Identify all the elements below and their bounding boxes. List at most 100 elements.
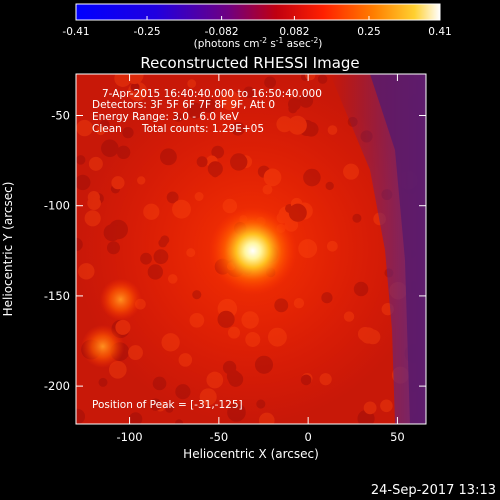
detectors-annotation: Detectors: 3F 5F 6F 7F 8F 9F, Att 0 [92,99,275,111]
texture-speckle [245,331,261,347]
texture-speckle [327,125,338,135]
footer-timestamp: 24-Sep-2017 13:13 [371,483,496,498]
texture-speckle [128,345,143,361]
texture-speckle [256,399,266,409]
texture-speckle [147,264,164,280]
texture-speckle [87,191,100,204]
texture-speckle [264,76,277,89]
texture-speckle [285,203,295,214]
x-axis-ticks: -100 -50 0 50 [117,74,405,444]
texture-speckle [211,145,225,159]
texture-speckle [243,86,255,98]
texture-speckle [365,329,381,345]
colorbar-tick-label: 0.25 [357,26,380,38]
colorbar-unit-label: (photons cm-2 s-1 asec-2) [194,36,323,50]
texture-speckle [241,311,259,329]
texture-speckle [76,408,86,424]
texture-speckle [231,121,245,136]
texture-speckle [108,219,129,240]
texture-speckle [130,82,140,92]
texture-speckle [363,401,377,415]
texture-speckle [293,298,305,309]
texture-speckle [158,238,168,248]
texture-speckle [226,369,241,384]
texture-speckle [160,235,170,245]
texture-speckle [217,310,235,328]
texture-speckle [299,93,314,108]
texture-speckle [380,399,393,413]
texture-speckle [114,74,132,87]
texture-speckle [262,184,273,195]
colorbar-tick-label: 0.082 [279,26,309,38]
texture-speckle [295,202,313,220]
texture-speckle [149,398,162,411]
texture-speckle [230,153,248,171]
colorbar-tick-label: -0.41 [62,26,89,38]
texture-speckle [267,327,287,347]
texture-speckle [301,372,313,384]
texture-speckle [98,377,108,387]
texture-speckle [111,176,125,190]
texture-speckle [76,237,83,252]
x-tick-label: 50 [390,430,405,444]
texture-speckle [159,148,177,166]
colorbar [75,3,441,21]
texture-speckle [304,74,316,81]
texture-speckle [106,241,121,255]
texture-speckle [122,126,134,139]
texture-speckle [84,210,101,227]
texture-speckle [140,252,152,265]
texture-speckle [239,155,253,169]
chart-title: Reconstructed RHESSI Image [140,54,359,72]
texture-speckle [161,333,180,352]
texture-speckle [205,155,218,168]
texture-speckle [199,388,217,406]
plot-frame [75,73,427,425]
texture-speckle [196,156,208,168]
peak-position-annotation: Position of Peak = [-31,-125] [92,399,243,411]
texture-speckle [298,119,315,137]
texture-speckle [76,119,93,137]
texture-speckle [207,161,223,177]
texture-speckle [298,239,318,259]
texture-speckle [143,203,160,220]
y-tick-label: -200 [44,379,70,393]
texture-speckle [187,79,197,88]
y-tick-label: -50 [51,108,70,122]
texture-speckle [99,119,110,130]
texture-speckle [166,191,179,204]
y-tick-label: -150 [44,289,70,303]
texture-speckle [352,213,362,223]
texture-speckle [228,371,244,387]
y-axis-ticks: -50 -100 -150 -200 [44,108,426,393]
texture-speckle [101,139,119,158]
texture-speckle [175,384,191,400]
texture-speckle [222,360,237,375]
texture-speckle [211,169,220,178]
texture-speckle [88,156,103,171]
texture-speckle [192,290,202,300]
texture-speckle [174,419,184,424]
emission-source [81,324,125,368]
colorbar-tick-label: -0.082 [205,26,239,38]
texture-speckle [78,263,95,280]
x-tick-label: -50 [209,430,228,444]
texture-speckle [303,168,321,187]
texture-speckle [288,203,307,222]
texture-speckle [96,125,106,136]
texture-speckle [173,112,184,122]
texture-speckle [116,145,131,160]
texture-speckle [128,412,143,424]
y-axis-label: Heliocentric Y (arcsec) [1,182,15,317]
texture-speckle [76,174,91,191]
texture-speckle [300,374,312,386]
texture-speckle [343,311,355,322]
texture-speckle [186,102,204,119]
texture-speckle [76,155,86,165]
texture-speckle [227,403,246,422]
y-tick-label: -100 [44,199,70,213]
colorbar-tick-label: -0.25 [133,26,160,38]
texture-speckle [137,176,146,185]
texture-speckle [201,98,217,113]
